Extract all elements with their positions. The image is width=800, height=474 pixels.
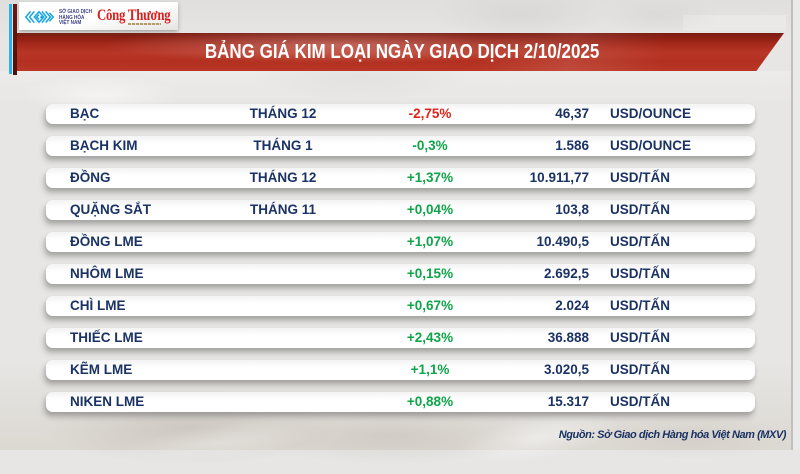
svg-text:™: ™ bbox=[51, 9, 54, 13]
